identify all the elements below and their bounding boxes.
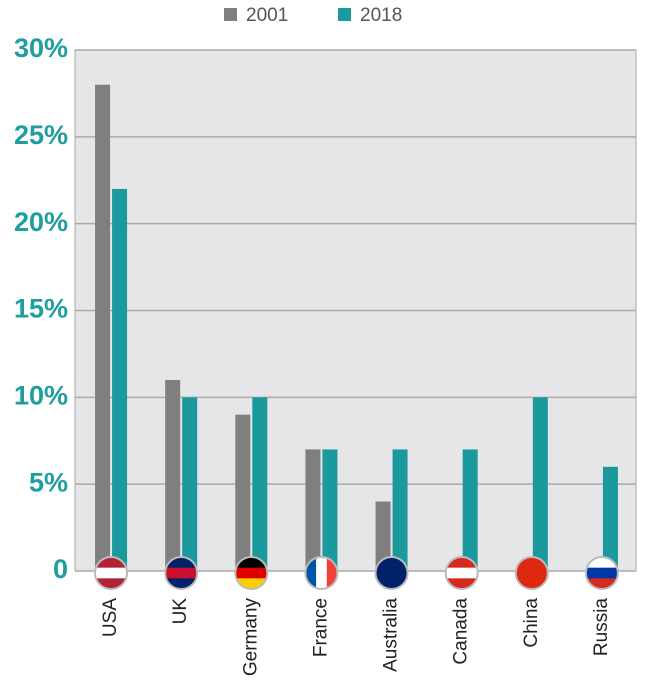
flag-border <box>304 556 339 590</box>
legend-label: 2001 <box>246 5 288 26</box>
bar <box>602 466 618 571</box>
flag-stripe <box>95 557 128 569</box>
flag-stripe <box>585 567 618 579</box>
flag-stripe <box>95 567 128 579</box>
bar <box>165 379 181 571</box>
flag-stripe <box>445 557 478 569</box>
flag-border <box>514 556 549 590</box>
y-tick-label: 0 <box>53 554 68 584</box>
flag-stripe <box>95 578 128 589</box>
flag-stripe <box>235 557 268 569</box>
bar <box>462 449 478 571</box>
flag-stripe <box>375 567 408 579</box>
flag-stripe <box>515 578 548 589</box>
flag-border <box>374 556 409 590</box>
bar <box>532 397 548 571</box>
flag-stripe <box>445 567 478 579</box>
flag-border <box>444 556 479 590</box>
flag-stripe <box>445 578 478 589</box>
legend-label: 2018 <box>360 5 402 26</box>
bar <box>235 414 251 571</box>
flag-stripe <box>235 567 268 579</box>
x-tick-label: USA <box>100 598 121 637</box>
x-tick-label: Canada <box>451 598 472 665</box>
bar <box>322 449 338 571</box>
x-tick-label: Australia <box>381 598 402 672</box>
bar <box>95 84 111 571</box>
y-tick-label: 15% <box>14 294 68 324</box>
bar <box>112 188 128 571</box>
bar <box>252 397 268 571</box>
flag-border <box>164 556 199 590</box>
y-tick-label: 30% <box>14 33 68 63</box>
flag-stripe <box>326 557 338 589</box>
bar <box>375 501 391 571</box>
bar <box>392 449 408 571</box>
flag-border <box>584 556 619 590</box>
bar <box>182 397 198 571</box>
x-tick-label: Germany <box>240 598 261 677</box>
flag-stripe <box>316 557 328 589</box>
flag-border <box>94 556 129 590</box>
flag-stripe <box>515 557 548 569</box>
flag-stripe <box>375 578 408 589</box>
y-tick-label: 20% <box>14 207 68 237</box>
flag-stripe <box>305 557 317 589</box>
x-tick-label: UK <box>170 598 191 625</box>
bar <box>305 449 321 571</box>
legend-swatch <box>224 8 237 21</box>
x-tick-label: France <box>310 598 331 657</box>
x-tick-label: Russia <box>591 598 612 657</box>
flag-stripe <box>165 557 198 569</box>
flag-stripe <box>165 578 198 589</box>
flag-border <box>234 556 269 590</box>
y-tick-label: 5% <box>29 467 68 497</box>
y-tick-label: 25% <box>14 120 68 150</box>
flag-stripe <box>515 567 548 579</box>
x-tick-label: China <box>521 598 542 648</box>
legend-swatch <box>338 8 351 21</box>
flag-stripe <box>165 567 198 579</box>
flag-stripe <box>585 557 618 569</box>
flag-stripe <box>585 578 618 589</box>
y-tick-label: 10% <box>14 380 68 410</box>
flag-stripe <box>375 557 408 569</box>
flag-stripe <box>235 578 268 589</box>
